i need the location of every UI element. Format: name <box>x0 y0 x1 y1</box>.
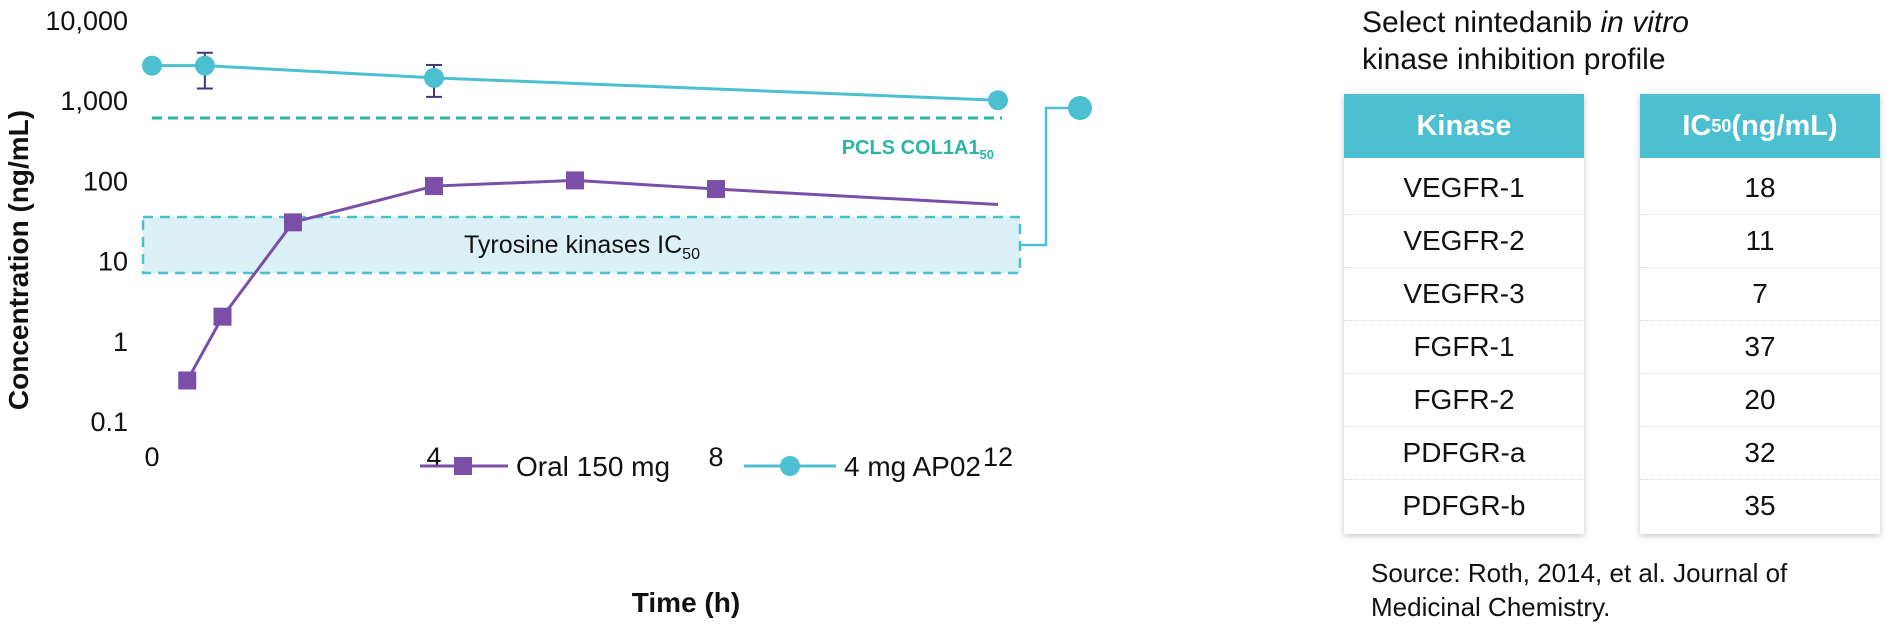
kinase-table-header: Kinase <box>1344 94 1584 158</box>
y-tick-labels: 0.1 1 10 100 1,000 10,000 <box>45 6 128 437</box>
data-point-square <box>425 177 443 196</box>
band-label-main: Tyrosine kinases IC <box>464 231 682 259</box>
panel-title: Select nintedanib in vitro kinase inhibi… <box>1362 4 1689 78</box>
ic50-cell: 20 <box>1640 374 1880 427</box>
y-tick-label: 1,000 <box>60 86 128 116</box>
panel-title-part1: Select nintedanib <box>1362 6 1601 39</box>
data-point-circle <box>194 55 215 76</box>
ic50-header-unit: (ng/mL) <box>1731 109 1838 142</box>
y-tick-label: 10,000 <box>45 6 128 36</box>
data-point-square <box>566 171 584 190</box>
legend-ap02-label: 4 mg AP02 <box>844 451 981 482</box>
series-line-1 <box>152 64 999 102</box>
ref-label-sub: 50 <box>980 147 994 162</box>
ic50-cell: 11 <box>1640 215 1880 268</box>
x-tick-label: 8 <box>708 442 723 472</box>
panel-title-line2: kinase inhibition profile <box>1362 43 1666 76</box>
x-tick-label: 0 <box>144 442 159 472</box>
ref-label-main: PCLS COL1A1 <box>842 137 980 159</box>
kinase-cell: FGFR-1 <box>1344 321 1584 374</box>
data-point-circle <box>424 67 444 88</box>
band-to-table-connector <box>1020 106 1080 247</box>
data-point-square <box>178 371 197 390</box>
ic50-table-body: 18 11 7 37 20 32 35 <box>1640 158 1880 532</box>
series-layer <box>142 51 1008 390</box>
ic50-cell: 37 <box>1640 321 1880 374</box>
x-axis-title: Time (h) <box>632 587 740 618</box>
ic50-cell: 18 <box>1640 162 1880 215</box>
kinase-cell: PDFGR-a <box>1344 427 1584 480</box>
connector-dot <box>1068 96 1092 120</box>
y-tick-label: 10 <box>98 247 128 277</box>
ic50-header-main: IC <box>1682 109 1712 142</box>
legend: Oral 150 mg 4 mg AP02 <box>420 451 981 482</box>
panel-title-italic: in vitro <box>1600 6 1689 39</box>
ic50-cell: 32 <box>1640 427 1880 480</box>
legend-oral-label: Oral 150 mg <box>516 451 670 482</box>
y-tick-label: 100 <box>83 166 128 196</box>
pcls-col1a1-label: PCLS COL1A150 <box>842 137 994 162</box>
data-point-square <box>707 180 725 199</box>
legend-ap02-marker <box>780 456 800 476</box>
data-point-square <box>284 213 302 232</box>
kinase-cell: VEGFR-3 <box>1344 268 1584 321</box>
x-tick-label: 12 <box>983 442 1013 472</box>
source-line2: Medicinal Chemistry. <box>1371 592 1611 622</box>
ic50-cell: 7 <box>1640 268 1880 321</box>
kinase-cell: VEGFR-2 <box>1344 215 1584 268</box>
series-line-0 <box>185 178 999 382</box>
data-point-square <box>213 307 232 326</box>
ic50-header-sub: 50 <box>1711 115 1732 136</box>
ic50-table: IC 50 (ng/mL) 18 11 7 37 20 32 35 <box>1640 94 1880 534</box>
kinase-table: Kinase VEGFR-1 VEGFR-2 VEGFR-3 FGFR-1 FGFR-2… <box>1344 94 1584 534</box>
y-axis-title: Concentration (ng/mL) <box>3 110 34 410</box>
data-point-circle <box>988 90 1008 111</box>
source-line1: Source: Roth, 2014, et al. Journal of <box>1371 558 1788 588</box>
kinase-cell: PDFGR-b <box>1402 490 1526 521</box>
panel-title-line1: Select nintedanib in vitro <box>1362 4 1689 41</box>
legend-oral-marker <box>454 457 472 475</box>
data-point-circle <box>142 55 162 76</box>
ic50-table-header: IC 50 (ng/mL) <box>1640 94 1880 158</box>
y-tick-label: 1 <box>113 327 128 357</box>
kinase-cell: VEGFR-1 <box>1344 162 1584 215</box>
band-label-sub: 50 <box>682 246 700 263</box>
source-citation: Source: Roth, 2014, et al. Journal of Me… <box>1371 556 1891 624</box>
kinase-cell: FGFR-2 <box>1344 374 1584 427</box>
y-tick-label: 0.1 <box>90 407 128 437</box>
ic50-cell: 35 <box>1744 490 1776 521</box>
tyrosine-kinase-band-label: Tyrosine kinases IC50 <box>464 231 700 263</box>
kinase-table-body: VEGFR-1 VEGFR-2 VEGFR-3 FGFR-1 FGFR-2 PDFGR-a… <box>1344 158 1584 532</box>
tyrosine-kinase-band <box>141 215 1022 275</box>
